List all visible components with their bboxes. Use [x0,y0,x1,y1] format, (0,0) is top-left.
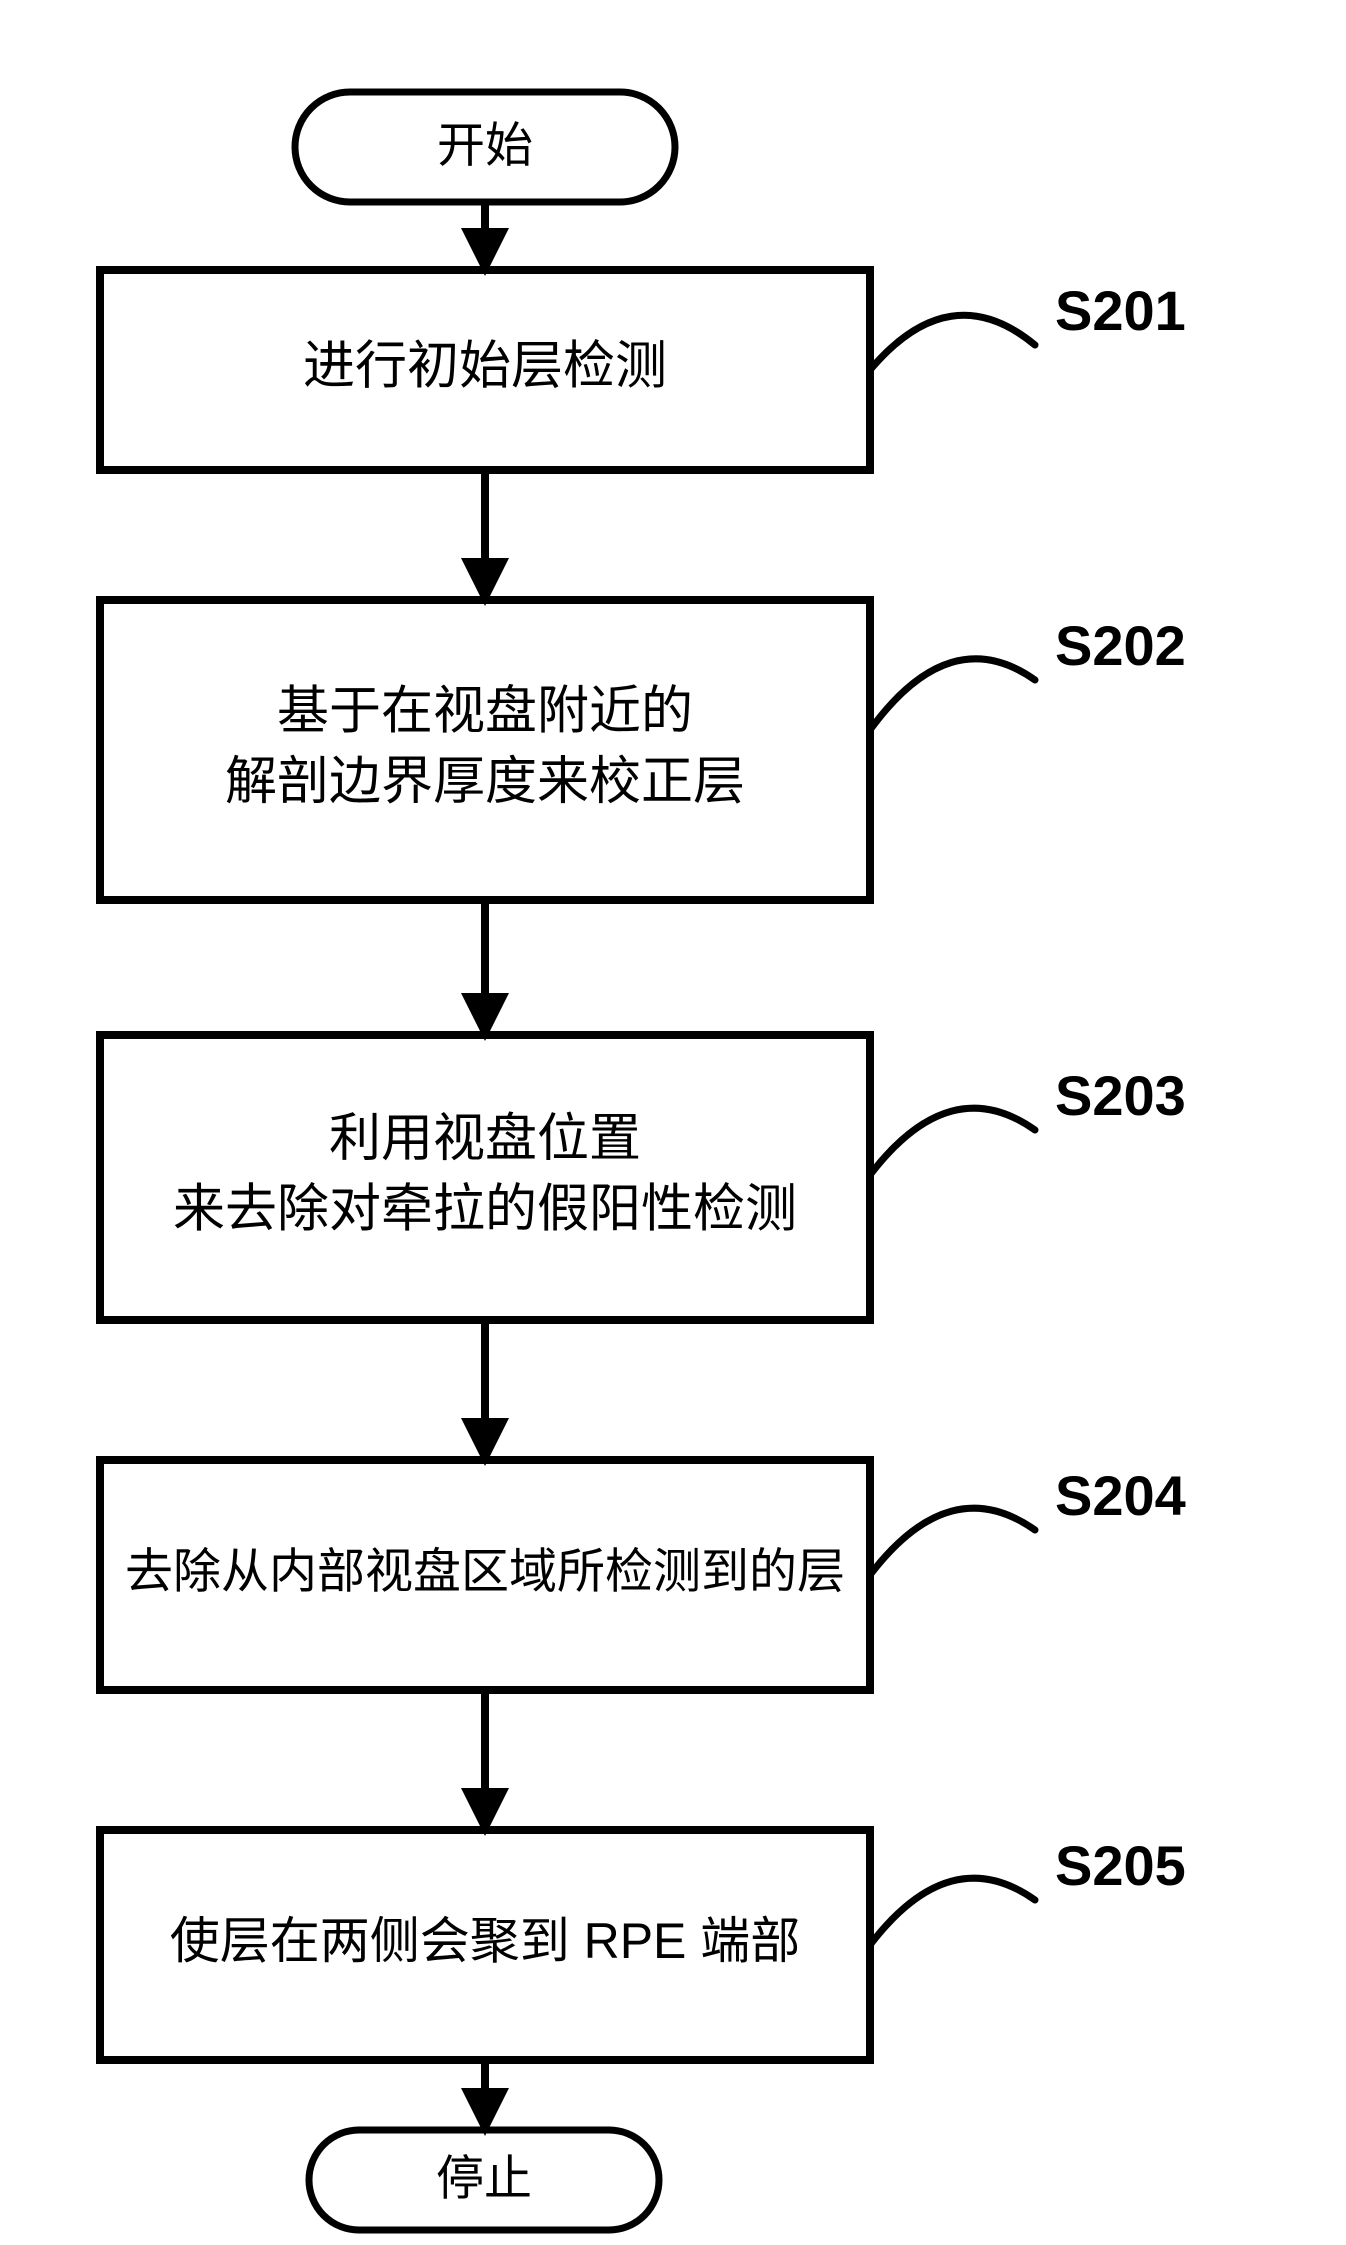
svg-text:基于在视盘附近的: 基于在视盘附近的 [277,683,693,741]
svg-text:停止: 停止 [436,2153,532,2206]
leader-line-4 [870,1878,1035,1945]
svg-text:去除从内部视盘区域所检测到的层: 去除从内部视盘区域所检测到的层 [125,1546,845,1599]
step-label-S202: S202 [1055,614,1186,677]
svg-text:使层在两侧会聚到 RPE 端部: 使层在两侧会聚到 RPE 端部 [170,1913,801,1969]
svg-text:来去除对牵拉的假阳性检测: 来去除对牵拉的假阳性检测 [173,1180,797,1238]
step-box-S203 [100,1035,870,1320]
flowchart-canvas: 开始停止 进行初始层检测 S201 基于在视盘附近的解剖边界厚度来校正层 S202 利用视… [0,0,1346,2240]
step-label-S205: S205 [1055,1834,1186,1897]
step-box-S202 [100,600,870,900]
svg-text:进行初始层检测: 进行初始层检测 [303,338,667,396]
svg-text:利用视盘位置: 利用视盘位置 [329,1110,641,1168]
flowchart-svg: 开始停止 进行初始层检测 S201 基于在视盘附近的解剖边界厚度来校正层 S202 利用视… [0,0,1346,2240]
leader-line-2 [870,1108,1035,1175]
step-label-S203: S203 [1055,1064,1186,1127]
step-label-S201: S201 [1055,279,1186,342]
svg-text:开始: 开始 [437,120,533,173]
svg-text:解剖边界厚度来校正层: 解剖边界厚度来校正层 [225,753,745,811]
leader-line-0 [870,315,1035,370]
leader-line-3 [870,1508,1035,1575]
step-label-S204: S204 [1055,1464,1186,1527]
leader-line-1 [870,659,1035,730]
